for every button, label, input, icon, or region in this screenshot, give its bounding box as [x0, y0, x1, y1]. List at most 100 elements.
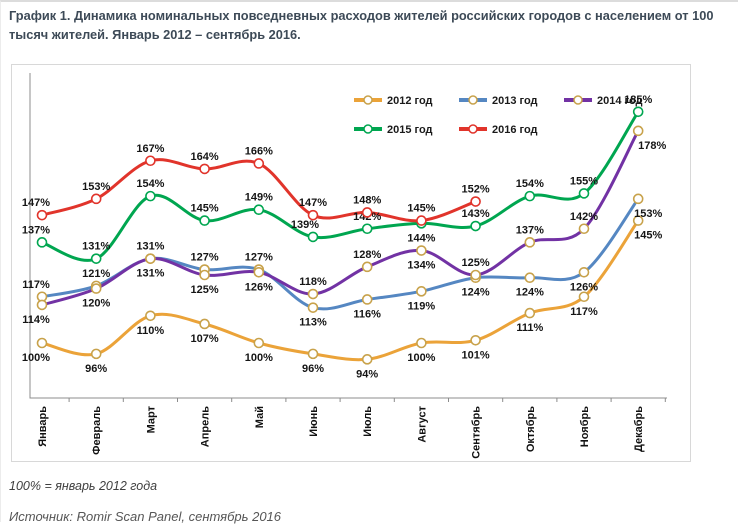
data-point-marker [416, 245, 427, 256]
data-point-marker [632, 125, 644, 137]
data-label: 101% [462, 349, 490, 361]
legend-label: 2012 год [387, 95, 433, 107]
data-label: 116% [353, 308, 381, 320]
data-point-marker [470, 220, 481, 232]
x-axis-label: Ноябрь [579, 406, 591, 447]
data-label: 148% [353, 194, 381, 206]
x-axis-label: Декабрь [633, 406, 645, 452]
data-label: 152% [462, 184, 490, 196]
data-label: 153% [634, 208, 662, 220]
data-label: 131% [82, 241, 110, 253]
data-label: 96% [85, 363, 107, 375]
data-point-marker [253, 266, 265, 278]
data-label: 124% [462, 287, 490, 299]
data-label: 94% [356, 368, 378, 380]
data-point-marker [307, 288, 319, 300]
legend-swatch-marker [468, 124, 478, 134]
data-point-marker [145, 155, 156, 167]
data-label: 178% [638, 140, 666, 152]
data-label: 107% [191, 333, 219, 345]
x-axis-label: Октябрь [525, 406, 537, 452]
data-point-marker [416, 286, 427, 297]
data-point-marker [253, 158, 265, 169]
legend-label: 2014 год [597, 95, 643, 107]
data-point-marker [524, 307, 536, 319]
line-chart-svg: Январь Февраль Март Апрель Май Июнь Июль Август… [22, 73, 667, 459]
data-label: 154% [516, 178, 544, 190]
data-point-marker [90, 253, 102, 264]
series-line-2015 [40, 110, 640, 262]
data-label: 120% [82, 298, 110, 310]
data-point-marker [361, 294, 373, 305]
data-point-marker [199, 318, 210, 330]
data-point-marker [36, 209, 48, 221]
data-label: 126% [570, 281, 598, 293]
data-label: 117% [570, 306, 598, 318]
data-label: 127% [245, 252, 273, 264]
source-note: Источник: Romir Scan Panel, сентябрь 201… [9, 509, 282, 524]
data-point-marker [361, 261, 373, 273]
data-label: 139% [291, 219, 319, 231]
legend-label: 2016 год [492, 124, 538, 136]
data-label: 121% [82, 268, 110, 280]
legend-label: 2015 год [387, 124, 433, 136]
data-point-marker [578, 188, 590, 199]
data-label: 131% [136, 241, 164, 253]
data-label: 147% [299, 197, 327, 209]
data-point-marker [470, 269, 481, 281]
data-label: 117% [22, 279, 50, 291]
data-point-marker [578, 291, 590, 303]
data-label: 137% [516, 224, 544, 236]
legend-swatch-marker [573, 95, 583, 105]
data-label: 118% [299, 276, 327, 288]
legend-swatch-marker [468, 95, 478, 105]
data-point-marker [307, 302, 319, 313]
data-label: 153% [82, 181, 110, 193]
data-point-marker [578, 223, 590, 235]
data-label: 113% [299, 317, 327, 329]
axis-frame [29, 73, 667, 399]
page-title: График 1. Динамика номинальных повседнев… [9, 8, 714, 42]
x-axis-label: Май [254, 406, 266, 428]
data-point-marker [36, 237, 48, 248]
data-label: 125% [462, 257, 490, 269]
data-label: 145% [191, 203, 219, 215]
data-label: 144% [407, 232, 435, 244]
data-point-marker [36, 299, 48, 311]
data-point-marker [361, 207, 373, 218]
data-point-marker [253, 337, 265, 349]
data-label: 166% [245, 145, 273, 157]
data-point-marker [632, 193, 644, 205]
x-axis-label: Август [416, 405, 428, 442]
x-axis-label: Сентябрь [471, 406, 483, 459]
data-label: 100% [407, 352, 435, 364]
data-label: 96% [302, 363, 324, 375]
data-point-marker [199, 215, 210, 226]
data-label: 167% [136, 143, 164, 155]
data-point-marker [307, 231, 319, 243]
chart-container: Январь Февраль Март Апрель Май Июнь Июль Август… [11, 64, 691, 462]
data-point-marker [145, 253, 156, 264]
data-label: 142% [570, 211, 598, 223]
data-label: 149% [245, 192, 273, 204]
data-label: 119% [408, 300, 436, 312]
data-point-marker [578, 266, 590, 278]
x-axis-label: Июль [362, 406, 374, 437]
data-point-marker [90, 193, 102, 205]
data-point-marker [470, 334, 481, 346]
data-point-marker [361, 354, 373, 365]
data-label: 127% [191, 252, 219, 264]
legend-swatch-marker [363, 95, 373, 105]
data-label: 111% [516, 322, 543, 334]
data-label: 147% [22, 197, 50, 209]
data-label: 131% [136, 268, 164, 280]
data-label: 154% [136, 178, 164, 190]
data-point-marker [416, 337, 427, 349]
x-axis-label: Февраль [91, 406, 103, 455]
data-point-marker [524, 190, 536, 202]
data-label: 128% [353, 249, 381, 261]
data-label: 164% [191, 151, 219, 163]
data-point-marker [470, 196, 481, 207]
data-point-marker [416, 215, 427, 226]
